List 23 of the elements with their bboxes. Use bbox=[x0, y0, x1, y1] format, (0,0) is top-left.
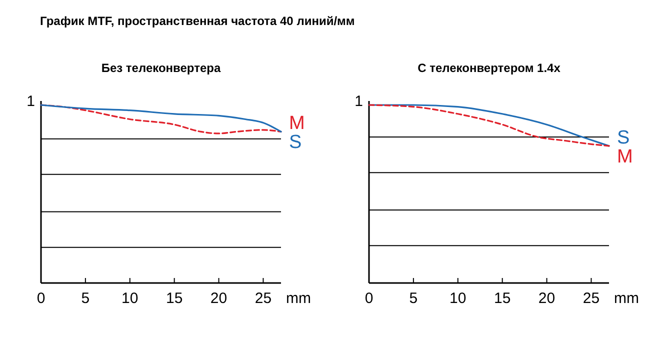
chart-subtitle: С телеконвертером 1.4x bbox=[418, 61, 561, 75]
x-tick-label: 10 bbox=[450, 290, 466, 307]
text: 1 bbox=[354, 93, 363, 110]
x-tick-label: 25 bbox=[582, 290, 600, 307]
x-tick-label: 0 bbox=[364, 290, 374, 307]
x-tick-label: 20 bbox=[210, 290, 228, 307]
x-tick-label: 15 bbox=[166, 290, 183, 307]
x-axis-title: mm bbox=[286, 290, 311, 307]
chart-title: График MTF, пространственная частота 40 линий/мм bbox=[40, 14, 355, 28]
x-tick-label: 5 bbox=[81, 290, 90, 307]
series-label: M bbox=[617, 146, 633, 168]
x-tick-label: 10 bbox=[122, 290, 138, 307]
x-tick-label: 25 bbox=[254, 290, 272, 307]
x-tick-label: 15 bbox=[494, 290, 511, 307]
text: 1 bbox=[26, 93, 35, 110]
x-tick-label: 5 bbox=[409, 290, 418, 307]
x-axis-title: mm bbox=[614, 290, 639, 307]
series-label: S bbox=[289, 132, 302, 154]
series-label: M bbox=[289, 113, 305, 134]
series-label: S bbox=[617, 127, 630, 148]
x-tick-label: 0 bbox=[36, 290, 46, 307]
chart-subtitle: Без телеконвертера bbox=[101, 61, 221, 75]
x-tick-label: 20 bbox=[538, 290, 556, 307]
